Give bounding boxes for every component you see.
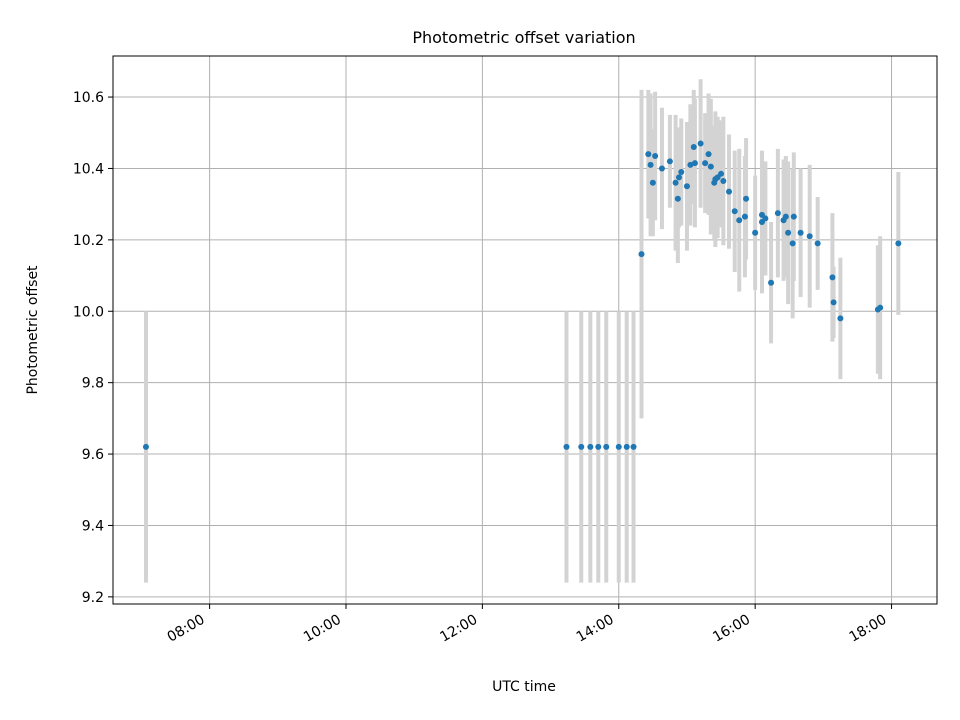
data-point: [615, 443, 622, 450]
data-point: [736, 217, 743, 224]
data-point: [697, 140, 704, 147]
data-point: [683, 183, 690, 190]
x-tick-label: 12:00: [437, 612, 480, 646]
grid-lines: [113, 56, 937, 604]
data-point: [658, 165, 665, 172]
data-point: [743, 195, 750, 202]
data-point: [595, 443, 602, 450]
data-point: [782, 213, 789, 220]
data-point: [720, 177, 727, 184]
data-point: [563, 443, 570, 450]
data-point: [789, 240, 796, 247]
data-point: [895, 240, 902, 247]
x-tick-label: 08:00: [165, 612, 208, 646]
data-point: [676, 174, 683, 181]
data-point: [674, 195, 681, 202]
data-point: [837, 315, 844, 322]
x-axis-label: UTC time: [492, 679, 556, 695]
plot-frame: [112, 55, 938, 605]
data-point: [702, 160, 709, 167]
data-point: [638, 251, 645, 258]
data-point: [645, 151, 652, 158]
data-point: [774, 210, 781, 217]
chart-title: Photometric offset variation: [412, 28, 635, 47]
data-point: [785, 229, 792, 236]
data-point: [630, 443, 637, 450]
data-point: [647, 161, 654, 168]
data-point: [806, 233, 813, 240]
x-tick-label: 14:00: [574, 612, 617, 646]
data-point: [691, 160, 698, 167]
data-point: [726, 188, 733, 195]
data-point: [797, 229, 804, 236]
data-point: [587, 443, 594, 450]
y-tick-label: 9.8: [82, 376, 104, 392]
data-point: [603, 443, 610, 450]
y-tick-label: 9.4: [82, 518, 104, 534]
data-point: [814, 240, 821, 247]
data-point: [829, 274, 836, 281]
data-point: [707, 163, 714, 170]
y-tick-label: 10.4: [73, 161, 104, 177]
error-bars: [143, 79, 901, 583]
data-point: [690, 144, 697, 151]
x-tick-label: 18:00: [847, 612, 890, 646]
y-tick-label: 10.0: [73, 304, 104, 320]
data-point: [790, 213, 797, 220]
y-tick-label: 10.2: [73, 233, 104, 249]
data-point: [718, 170, 725, 177]
data-point: [731, 208, 738, 215]
data-point: [768, 279, 775, 286]
y-tick-label: 9.6: [82, 447, 104, 463]
y-axis-label: Photometric offset: [25, 265, 41, 395]
data-point: [877, 304, 884, 311]
data-point: [652, 152, 659, 159]
data-point: [623, 443, 630, 450]
data-point: [649, 179, 656, 186]
data-points: [142, 140, 902, 450]
data-point: [672, 179, 679, 186]
data-point: [666, 158, 673, 165]
data-point: [578, 443, 585, 450]
x-tick-label: 16:00: [710, 612, 753, 646]
data-point: [741, 213, 748, 220]
data-point: [687, 161, 694, 168]
y-tick-label: 10.6: [73, 90, 104, 106]
data-point: [752, 229, 759, 236]
data-point: [142, 443, 149, 450]
data-point: [762, 215, 769, 222]
x-tick-label: 10:00: [301, 612, 344, 646]
data-point: [705, 151, 712, 158]
data-point: [830, 299, 837, 306]
y-tick-label: 9.2: [82, 590, 104, 606]
data-point: [678, 169, 685, 176]
